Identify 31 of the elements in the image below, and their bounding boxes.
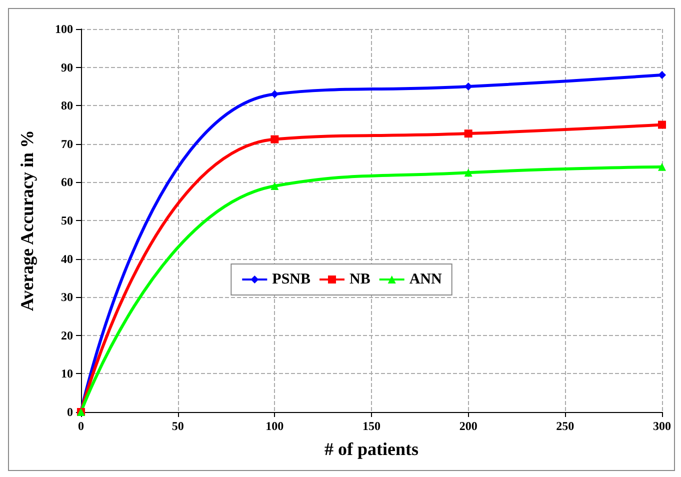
point (464, 130, 472, 138)
y-tick-label: 60 (61, 175, 73, 190)
x-tick-label: 300 (653, 419, 671, 433)
point (270, 135, 279, 144)
legend-label: NB (350, 272, 370, 288)
point (658, 120, 666, 129)
y-axis-title: Average Accuracy in % (17, 130, 37, 312)
y-tick-label: 80 (61, 98, 73, 113)
y-tick-label: 50 (61, 214, 73, 228)
y-tick-label: 10 (61, 366, 73, 381)
point (658, 70, 666, 79)
legend-label: ANN (409, 272, 442, 288)
legend-label: PSNB (272, 272, 311, 288)
point (464, 168, 472, 177)
y-tick-label: 20 (61, 328, 73, 342)
x-axis-title: # of patients (324, 439, 418, 459)
x-tick-label: 100 (266, 419, 284, 433)
y-tick-label: 70 (61, 136, 73, 151)
x-tick-label: 50 (172, 419, 184, 433)
x-tick-label: 150 (362, 419, 380, 433)
y-tick-label: 90 (61, 60, 73, 74)
point (270, 90, 279, 98)
y-tick-label: 100 (55, 22, 73, 36)
y-tick-label: 0 (67, 405, 73, 419)
point (658, 162, 666, 171)
x-tick-label: 250 (556, 419, 574, 433)
point (270, 182, 279, 190)
y-tick-label: 30 (61, 290, 73, 304)
x-tick-label: 0 (78, 419, 84, 433)
x-tick-label: 200 (459, 419, 478, 433)
y-tick-label: 40 (61, 252, 73, 266)
